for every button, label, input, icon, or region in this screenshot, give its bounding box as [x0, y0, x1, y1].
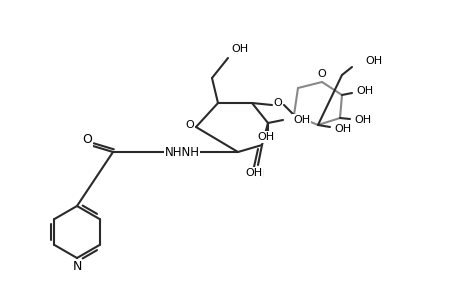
Text: O: O: [185, 120, 194, 130]
Text: OH: OH: [245, 168, 262, 178]
Text: OH: OH: [230, 44, 247, 54]
Text: O: O: [317, 69, 326, 79]
Text: N: N: [72, 260, 82, 274]
Text: O: O: [273, 98, 282, 108]
Text: OH: OH: [355, 86, 372, 96]
Text: OH: OH: [333, 124, 350, 134]
Text: OH: OH: [257, 132, 274, 142]
Text: O: O: [82, 133, 92, 146]
Text: OH: OH: [353, 115, 370, 125]
Text: OH: OH: [292, 115, 309, 125]
Text: OH: OH: [247, 169, 264, 179]
Text: NHNH: NHNH: [164, 146, 199, 158]
Text: OH: OH: [364, 56, 381, 66]
